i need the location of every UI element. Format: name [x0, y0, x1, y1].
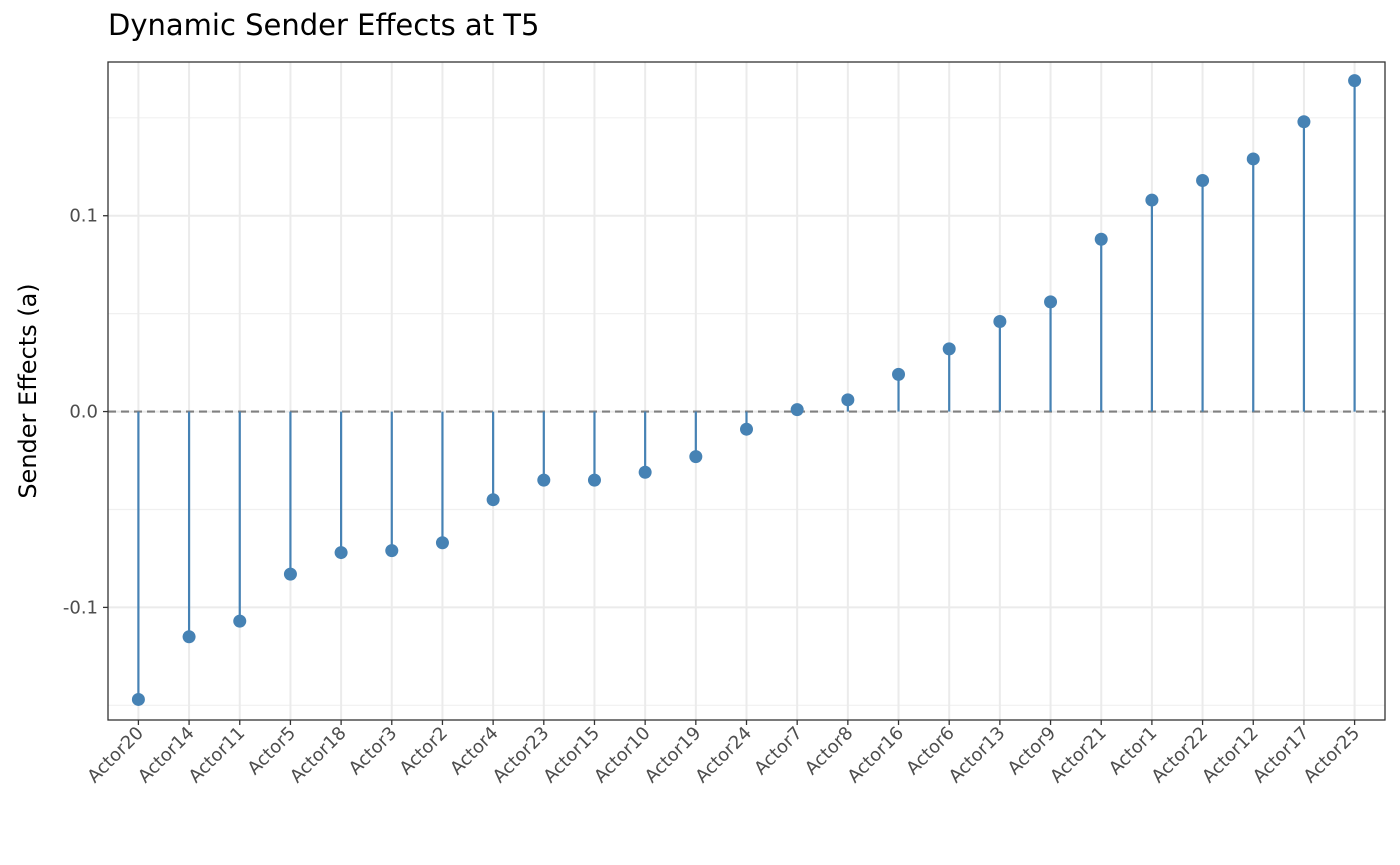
data-point [639, 466, 652, 479]
data-point [1297, 115, 1310, 128]
data-point [841, 393, 854, 406]
x-tick-label: Actor21 [1046, 723, 1111, 788]
data-point [183, 630, 196, 643]
data-point [1044, 295, 1057, 308]
data-point [588, 474, 601, 487]
x-tick-label: Actor7 [750, 723, 806, 779]
data-point [335, 546, 348, 559]
data-point [385, 544, 398, 557]
data-point [740, 423, 753, 436]
data-point [1348, 74, 1361, 87]
x-tick-label: Actor3 [345, 723, 401, 779]
x-tick-label: Actor11 [185, 723, 250, 788]
data-point [1196, 174, 1209, 187]
y-tick-label: 0.1 [69, 206, 98, 227]
x-tick-label: Actor24 [691, 723, 756, 788]
data-point [1247, 152, 1260, 165]
x-tick-label: Actor2 [396, 723, 452, 779]
data-point [892, 368, 905, 381]
y-tick-label: -0.1 [63, 597, 98, 618]
chart-svg: -0.10.00.1Actor20Actor14Actor11Actor5Act… [0, 0, 1400, 865]
data-point [1095, 233, 1108, 246]
data-point [943, 342, 956, 355]
y-tick-label: 0.0 [69, 402, 98, 423]
data-point [436, 536, 449, 549]
data-point [132, 693, 145, 706]
data-point [537, 474, 550, 487]
data-point [284, 568, 297, 581]
data-point [791, 403, 804, 416]
x-tick-label: Actor25 [1300, 723, 1365, 788]
data-point [689, 450, 702, 463]
data-point [487, 493, 500, 506]
data-point [1145, 194, 1158, 207]
x-tick-label: Actor18 [286, 723, 351, 788]
data-point [233, 615, 246, 628]
x-tick-label: Actor16 [844, 723, 909, 788]
x-tick-label: Actor13 [945, 723, 1010, 788]
data-point [993, 315, 1006, 328]
